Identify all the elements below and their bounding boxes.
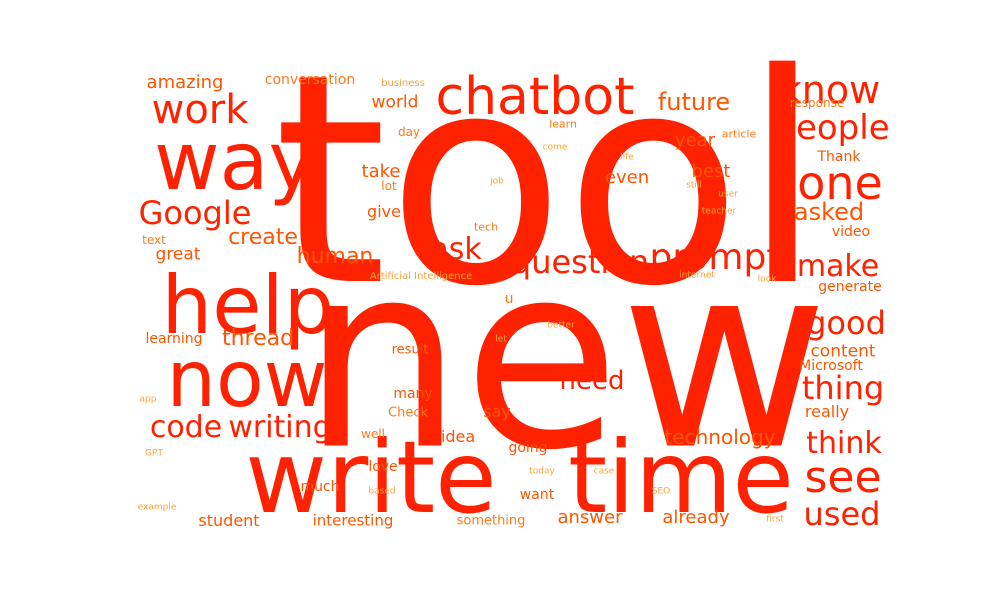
word-year: year [674,130,716,151]
word-people: people [774,108,890,148]
word-user: user [718,189,738,200]
word-app: app [139,394,157,405]
word-idea: idea [440,427,476,446]
word-asked: asked [793,198,865,226]
word-tool: tool [273,13,823,350]
word-learn: learn [549,117,577,131]
word-conversation: conversation [264,72,356,88]
word-look: look [757,274,777,285]
word-future: future [657,88,731,116]
word-check: Check [388,405,428,421]
word-tech: tech [473,220,499,234]
word-still: still [686,180,702,191]
word-already: already [662,507,730,528]
word-amazing: amazing [146,72,224,93]
word-first: first [766,514,784,525]
word-generate: generate [818,279,882,295]
word-google: Google [138,194,252,232]
word-much: much [300,479,340,495]
word-write: write [245,419,497,536]
word-example: example [137,502,177,513]
word-code: code [149,410,223,445]
word-lot: lot [381,179,397,193]
word-let: let [495,334,507,345]
word-something: something [456,513,526,529]
word-take: take [361,161,401,182]
word-well: well [361,427,385,441]
word-answer: answer [557,507,623,528]
word-content: content [810,341,876,362]
word-seo: SEO [651,486,671,497]
word-article: article [721,127,757,141]
word-gpt: GPT [145,448,163,459]
word-work: work [151,87,249,133]
word-see: see [804,452,882,503]
word-learning: learning [145,331,203,347]
word-human: human [296,244,374,269]
word-time: time [568,419,794,536]
word-teacher: teacher [701,206,737,217]
word-internet: internet [679,270,715,281]
word-chatbot: chatbot [435,67,635,127]
word-job: job [490,176,504,187]
word-way: way [154,115,316,208]
word-thread: thread [221,326,295,351]
word-microsoft: Microsoft [799,358,863,374]
word-say: say [483,402,511,421]
word-come: come [542,142,568,153]
word-create: create [228,225,298,250]
word-today: today [529,466,555,477]
word-make: make [796,249,880,284]
word-really: really [804,402,850,421]
word-many: many [393,386,433,402]
word-give: give [367,202,401,221]
word-prompt: prompt [649,237,781,278]
word-going: going [508,440,548,456]
word-best: best [691,161,731,182]
word-help: help [161,259,335,352]
word-u: u [504,291,514,307]
word-used: used [803,495,881,533]
word-day: day [397,125,421,139]
word-thank: Thank [817,149,861,165]
word-great: great [155,244,201,265]
word-even: even [604,167,650,188]
word-business: business [381,78,425,89]
word-interesting: interesting [312,511,394,530]
word-world: world [371,92,419,113]
word-better: better [547,320,575,331]
word-artificial-intelligence: Artificial Intelligence [369,271,473,282]
word-now: now [166,335,328,425]
word-based: based [368,486,396,497]
word-want: want [519,487,555,503]
word-love: love [368,459,398,475]
word-thing: thing [801,369,885,407]
word-good: good [806,304,886,342]
word-result: result [391,342,429,358]
word-one: one [797,156,883,210]
word-know: know [779,68,881,112]
word-need: need [559,366,625,396]
word-response: response [789,96,845,110]
word-new: new [301,209,829,507]
word-ask: ask [430,232,482,267]
word-technology: technology [664,425,776,449]
word-writing: writing [228,410,332,445]
word-student: student [198,511,260,530]
word-case: case [593,466,615,477]
word-life: life [620,152,634,163]
word-text: text [142,233,166,247]
word-question: question [510,243,650,281]
word-video: video [831,224,871,240]
word-think: think [806,426,882,461]
